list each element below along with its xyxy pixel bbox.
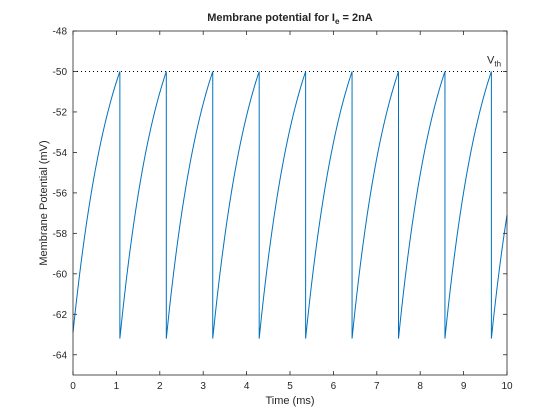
series-layer xyxy=(72,71,508,339)
y-tick-label: -62 xyxy=(53,310,68,321)
chart-title-main: Membrane potential for I xyxy=(207,12,335,24)
x-tick-label: 8 xyxy=(417,381,423,392)
x-tick-label: 4 xyxy=(244,381,250,392)
chart-title-suffix: = 2nA xyxy=(339,12,372,24)
y-tick-label: -58 xyxy=(53,229,68,240)
x-tick-label: 7 xyxy=(374,381,380,392)
y-tick-label: -60 xyxy=(53,269,68,280)
chart-title: Membrane potential for Ie = 2nA xyxy=(207,12,373,26)
chart-title-subscript: e xyxy=(335,17,340,26)
plot-area xyxy=(73,31,507,375)
y-tick-label: -50 xyxy=(53,67,68,78)
x-tick-label: 6 xyxy=(331,381,337,392)
x-tick-label: 3 xyxy=(200,381,206,392)
y-tick-label: -52 xyxy=(53,107,68,118)
y-tick-label: -64 xyxy=(53,350,68,361)
x-tick-label: 1 xyxy=(114,381,120,392)
membrane-potential-trace xyxy=(72,71,508,339)
x-ticks: 0 1 2 3 4 5 6 7 8 9 10 xyxy=(70,31,513,392)
y-axis-label: Membrane Potential (mV) xyxy=(38,140,50,265)
x-axis-label: Time (ms) xyxy=(265,395,314,407)
y-tick-label: -54 xyxy=(53,148,68,159)
x-tick-label: 9 xyxy=(461,381,467,392)
x-tick-label: 5 xyxy=(287,381,293,392)
y-ticks: -48 -50 -52 -54 -56 -58 -60 -62 -64 xyxy=(53,27,507,361)
y-tick-label: -56 xyxy=(53,188,68,199)
y-tick-label: -48 xyxy=(53,27,68,38)
x-tick-label: 2 xyxy=(157,381,163,392)
threshold-layer: Vth xyxy=(73,54,507,72)
x-tick-label: 0 xyxy=(70,381,76,392)
threshold-label: Vth xyxy=(487,54,501,68)
x-tick-label: 10 xyxy=(501,381,513,392)
